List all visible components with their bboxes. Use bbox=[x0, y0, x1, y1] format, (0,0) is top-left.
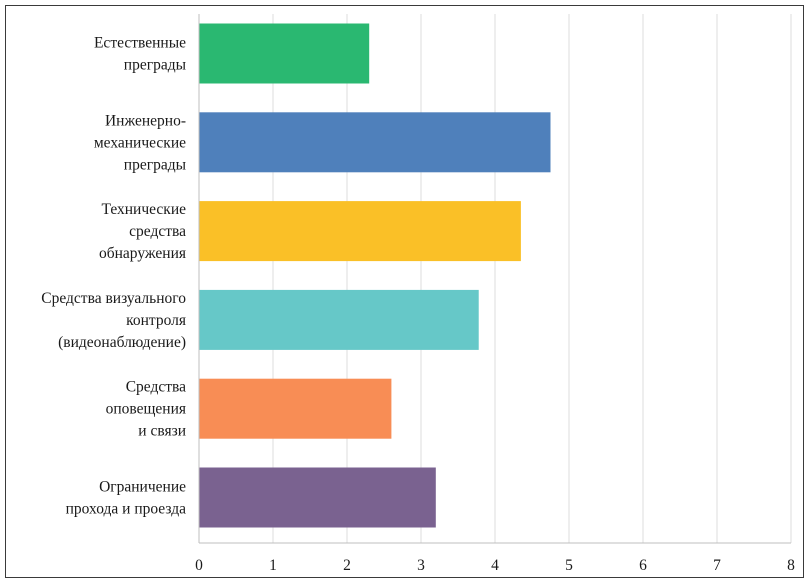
x-tick-label: 1 bbox=[269, 557, 277, 574]
category-label-line: Инженерно- bbox=[105, 112, 186, 129]
category-label-line: и связи bbox=[138, 423, 186, 440]
category-label-line: обнаружения bbox=[99, 245, 186, 262]
category-label: Средства оповещения и связи bbox=[106, 379, 187, 440]
category-label-line: средства bbox=[129, 223, 186, 240]
category-labels: Естественные преградыИнженерно-механическ… bbox=[41, 35, 186, 518]
category-label-line: преграды bbox=[124, 57, 187, 74]
category-label: Ограничение прохода и проезда bbox=[66, 479, 186, 518]
category-label: Технические средства обнаружения bbox=[99, 201, 186, 262]
category-label-line: Естественные bbox=[94, 35, 186, 52]
bar-1 bbox=[199, 112, 551, 173]
bar-5 bbox=[199, 467, 436, 528]
x-axis: 0 1 2 3 4 5 6 7 8 bbox=[195, 14, 795, 574]
category-label-line: преграды bbox=[124, 156, 187, 173]
category-label: Естественные преграды bbox=[94, 35, 187, 74]
x-tick-label: 5 bbox=[565, 557, 573, 574]
x-tick-label: 8 bbox=[787, 557, 795, 574]
category-label-line: механические bbox=[94, 134, 186, 151]
bar-0 bbox=[199, 23, 370, 84]
category-label-line: прохода и проезда bbox=[66, 501, 186, 518]
bar-2 bbox=[199, 201, 521, 262]
category-label-line: Технические bbox=[101, 201, 186, 218]
bars bbox=[199, 23, 551, 528]
x-tick-label: 4 bbox=[491, 557, 499, 574]
category-label-line: контроля bbox=[126, 312, 186, 329]
bar-4 bbox=[199, 378, 392, 439]
category-label-line: оповещения bbox=[106, 401, 186, 418]
category-label-line: Ограничение bbox=[99, 479, 186, 496]
category-label-line: Средства bbox=[126, 379, 186, 396]
x-tick-label: 7 bbox=[713, 557, 721, 574]
x-tick-label: 6 bbox=[639, 557, 647, 574]
category-label: Средства визуального контроля (видеонаблюд… bbox=[41, 290, 186, 351]
category-label-line: Средства визуального bbox=[41, 290, 186, 307]
grid-lines bbox=[272, 14, 792, 543]
category-label: Инженерно-механические преграды bbox=[94, 112, 187, 173]
x-tick-label: 2 bbox=[343, 557, 351, 574]
category-label-line: (видеонаблюдение) bbox=[58, 334, 186, 351]
bar-3 bbox=[199, 289, 479, 350]
x-tick-label: 3 bbox=[417, 557, 425, 574]
x-tick-label: 0 bbox=[195, 557, 203, 574]
